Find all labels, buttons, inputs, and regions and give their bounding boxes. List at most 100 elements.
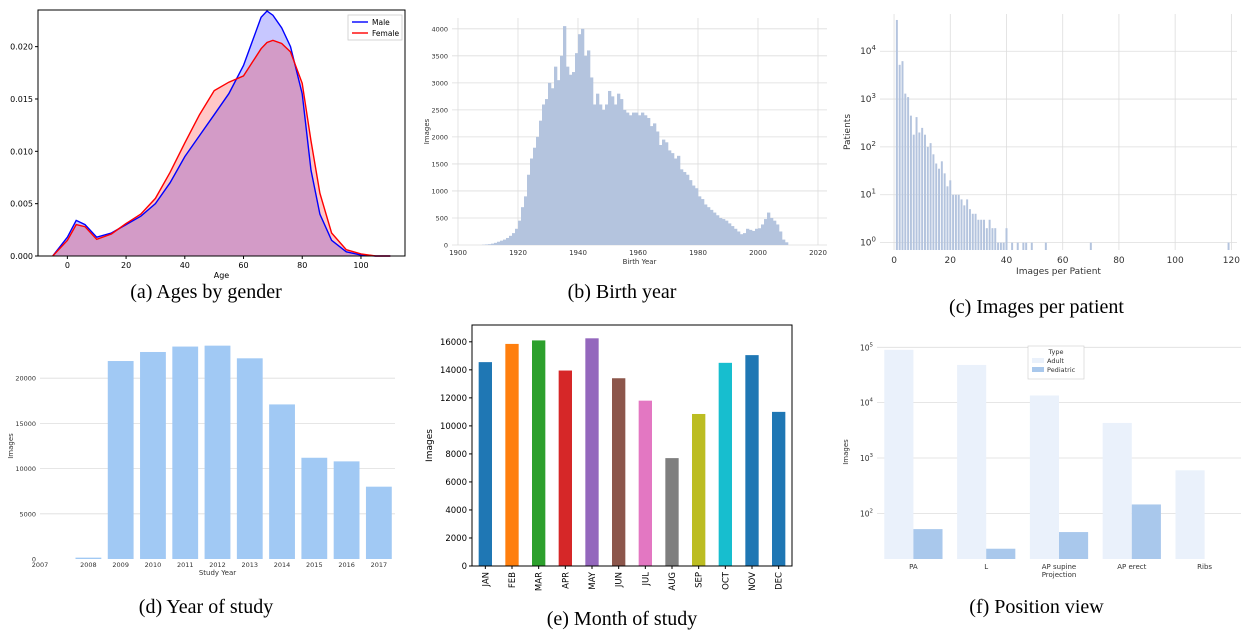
caption-year-of-study: (d) Year of study xyxy=(0,596,412,619)
x-tick-label: NOV xyxy=(748,572,758,591)
y-tick-label: 15000 xyxy=(15,420,36,428)
bar xyxy=(986,228,988,250)
bar xyxy=(692,186,695,245)
bar xyxy=(1011,243,1013,250)
bar xyxy=(916,117,918,250)
y-tick-label: 0.005 xyxy=(10,200,33,209)
x-tick-label: 80 xyxy=(1113,256,1125,266)
y-tick-label-base: 10 xyxy=(860,399,870,408)
bar xyxy=(731,226,734,245)
bar xyxy=(1000,243,1002,250)
bar xyxy=(722,219,725,245)
bar xyxy=(955,195,957,250)
x-tick-label: 2010 xyxy=(145,561,162,569)
bar xyxy=(578,34,581,245)
bar xyxy=(566,67,569,245)
bar xyxy=(509,236,512,245)
bar xyxy=(665,142,668,245)
x-axis-label: Birth Year xyxy=(623,258,657,266)
bar xyxy=(614,104,617,245)
legend-swatch-pediatric xyxy=(1032,367,1044,372)
y-tick-label-base: 10 xyxy=(860,509,870,518)
bar xyxy=(611,96,614,245)
y-tick-label-exp: 1 xyxy=(872,188,876,196)
bar xyxy=(1022,243,1024,250)
x-axis-label: Age xyxy=(214,271,230,280)
bar-2010 xyxy=(140,352,166,559)
bar-2012 xyxy=(205,346,231,559)
bar xyxy=(503,240,506,245)
legend-label-adult: Adult xyxy=(1047,357,1064,365)
y-tick-label: 2500 xyxy=(431,106,448,114)
y-tick-label: 0 xyxy=(462,562,467,572)
bar xyxy=(671,153,674,245)
bar xyxy=(755,229,758,245)
y-tick-label: 105 xyxy=(860,342,874,352)
bar-jul xyxy=(639,401,652,566)
bar-pediatric xyxy=(986,549,1015,559)
y-tick-label: 3500 xyxy=(431,52,448,60)
bar-2008 xyxy=(76,558,102,559)
bar xyxy=(590,77,593,245)
bar xyxy=(991,228,993,250)
bar xyxy=(701,199,704,245)
bar-2016 xyxy=(334,461,360,559)
bar xyxy=(997,243,999,250)
bar xyxy=(491,244,494,245)
bar xyxy=(743,233,746,245)
legend-label-female: Female xyxy=(372,29,400,38)
bar xyxy=(506,238,509,245)
bar xyxy=(488,244,491,245)
bar xyxy=(680,169,683,245)
x-tick-label: 0 xyxy=(65,261,70,270)
bar xyxy=(980,220,982,250)
x-tick-label: 100 xyxy=(353,261,368,270)
x-tick-label: AP erect xyxy=(1117,563,1146,571)
bar xyxy=(542,104,545,245)
area-female xyxy=(53,40,391,256)
x-tick-label: APR xyxy=(561,572,571,589)
bar xyxy=(924,135,926,250)
bar xyxy=(512,233,515,245)
y-tick-label: 1500 xyxy=(431,160,448,168)
bar-2011 xyxy=(172,347,198,559)
legend-label-male: Male xyxy=(372,18,390,27)
bar xyxy=(913,135,915,250)
bar xyxy=(515,229,518,245)
x-axis-label: Images per Patient xyxy=(1016,267,1101,277)
caption-birth-year: (b) Birth year xyxy=(412,281,832,304)
bar-2014 xyxy=(269,404,295,559)
y-tick-label-exp: 4 xyxy=(872,44,877,52)
y-tick-label: 101 xyxy=(860,188,876,201)
x-tick-label: JUN xyxy=(615,572,625,588)
bar xyxy=(662,140,665,245)
bar xyxy=(716,215,719,245)
bar xyxy=(551,88,554,245)
bar xyxy=(653,123,656,245)
bar xyxy=(952,195,954,250)
bar xyxy=(575,53,578,245)
y-axis-label: Images xyxy=(423,118,431,144)
y-tick-label-base: 10 xyxy=(860,143,872,153)
bar xyxy=(938,169,940,250)
y-tick-label-exp: 2 xyxy=(872,140,876,148)
x-tick-label: 40 xyxy=(180,261,190,270)
bar xyxy=(946,186,948,250)
bar xyxy=(548,83,551,245)
bar xyxy=(605,104,608,245)
bar xyxy=(910,116,912,250)
caption-position-view: (f) Position view xyxy=(832,596,1241,619)
x-tick-label: AUG xyxy=(668,572,678,591)
bar-feb xyxy=(505,344,518,566)
legend-label-pediatric: Pediatric xyxy=(1047,366,1076,374)
bar xyxy=(530,159,533,245)
y-tick-label: 2000 xyxy=(445,534,467,544)
y-tick-label: 10000 xyxy=(15,465,36,473)
x-tick-label: AP supine xyxy=(1042,563,1076,571)
bar xyxy=(524,196,527,245)
bar xyxy=(635,113,638,245)
y-tick-label-exp: 4 xyxy=(870,398,874,404)
